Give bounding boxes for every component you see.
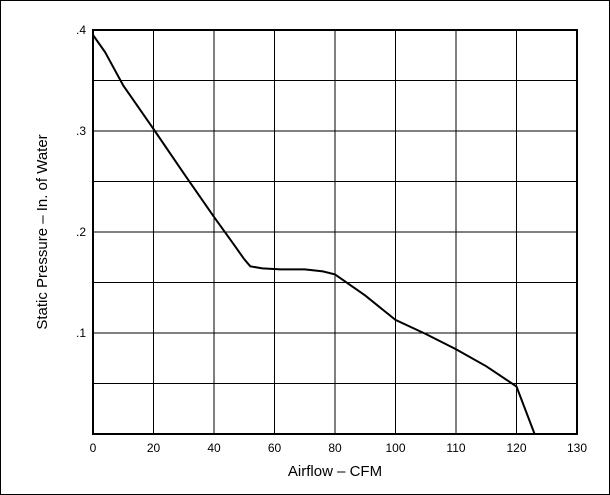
x-tick-label: 120 (506, 441, 526, 455)
y-tick-label: .2 (76, 225, 86, 239)
x-tick-label: 100 (385, 441, 405, 455)
x-tick-label: 0 (90, 441, 97, 455)
x-tick-label: 40 (207, 441, 221, 455)
y-tick-labels: .1 .2 .3 .4 (76, 23, 86, 340)
y-tick-label: .4 (76, 23, 86, 37)
x-tick-label: 80 (328, 441, 342, 455)
y-tick-label: .3 (76, 124, 86, 138)
x-tick-label: 60 (268, 441, 282, 455)
y-tick-label: .1 (76, 326, 86, 340)
x-tick-labels: 0 20 40 60 80 100 110 120 130 (90, 441, 588, 455)
grid-lines (93, 30, 577, 434)
x-tick-label: 130 (567, 441, 587, 455)
y-axis-label: Static Pressure – In. of Water (34, 134, 51, 329)
x-axis-label: Airflow – CFM (288, 463, 382, 480)
x-tick-label: 110 (446, 441, 465, 455)
series-line (92, 34, 536, 435)
plot-border (92, 29, 578, 435)
x-tick-label: 20 (147, 441, 161, 455)
